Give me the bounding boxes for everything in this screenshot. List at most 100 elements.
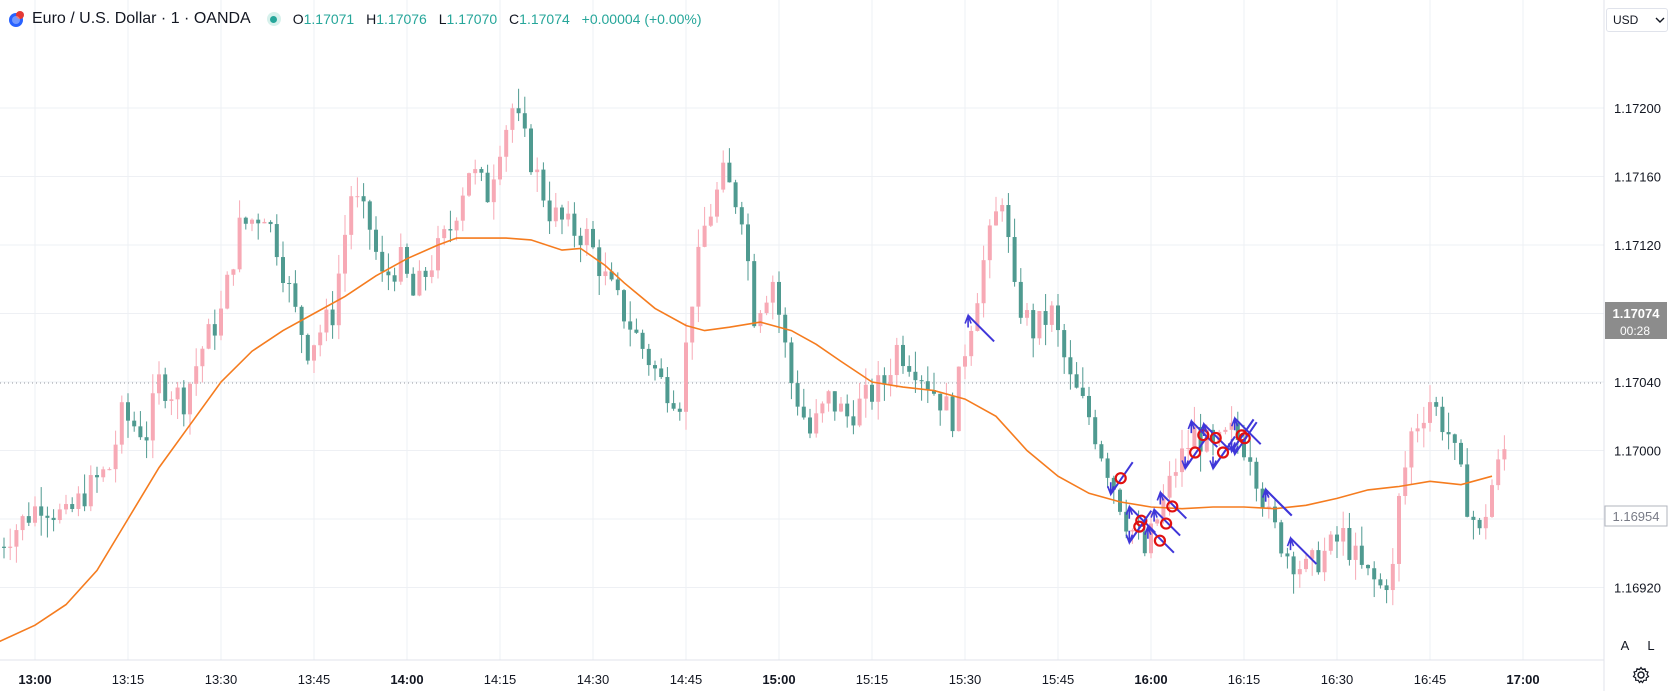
signal-line	[967, 314, 995, 343]
candle-body	[708, 216, 713, 226]
time-tick-label: 14:15	[484, 672, 517, 687]
candle-body	[1273, 506, 1277, 523]
time-tick-label: 15:15	[856, 672, 889, 687]
arrow-down-icon	[1230, 442, 1239, 457]
candle-body	[1229, 422, 1234, 430]
candle-body	[237, 217, 242, 270]
arrow-down-icon	[1106, 482, 1115, 497]
signal-line	[1202, 423, 1231, 451]
candle-body	[1025, 310, 1029, 318]
signal-dot	[1209, 431, 1222, 445]
arrow-up-icon	[1125, 504, 1134, 519]
candle-body	[981, 260, 986, 304]
candle-body	[1347, 528, 1352, 560]
candle-body	[566, 213, 571, 220]
time-tick-label: 15:00	[762, 672, 795, 687]
time-tick-label: 16:45	[1414, 672, 1447, 687]
candle-body	[1062, 330, 1067, 358]
candle-body	[956, 366, 961, 432]
time-tick-label: 13:00	[18, 672, 51, 687]
candle-body	[479, 169, 484, 173]
candle-body	[839, 403, 843, 412]
candle-body	[1304, 558, 1308, 570]
currency-button[interactable]: USD	[1606, 8, 1668, 32]
candle-body	[547, 200, 552, 222]
candle-body	[1452, 434, 1457, 443]
candle-body	[417, 270, 422, 296]
candle-body	[925, 381, 930, 391]
settings-gear-icon[interactable]	[1632, 666, 1650, 684]
candle-body	[330, 309, 335, 326]
candle-body	[126, 402, 130, 421]
candle-body	[343, 234, 347, 274]
log-scale-button[interactable]: L	[1647, 637, 1655, 653]
candle-body	[1403, 467, 1408, 496]
candle-body	[1502, 449, 1507, 460]
candle-body	[1093, 417, 1098, 445]
candle-body	[1043, 311, 1048, 325]
candle-body	[188, 383, 192, 415]
signal-dot	[1153, 534, 1167, 547]
candle-body	[1490, 485, 1494, 517]
time-tick-label: 14:30	[577, 672, 610, 687]
last-price-label: 1.17074 00:28	[1605, 302, 1667, 339]
candle-body	[20, 516, 25, 531]
candle-body	[721, 162, 726, 190]
bar-countdown: 00:28	[1620, 324, 1650, 338]
candle-body	[281, 257, 285, 283]
signal-dot	[1159, 517, 1173, 530]
candle-body	[987, 225, 992, 261]
time-axis: 13:00 13:15 13:30 13:45 14:00 14:15 14:30 14:45…	[18, 672, 1539, 687]
candle-body	[498, 156, 502, 180]
arrow-down-icon	[1125, 530, 1134, 545]
candle-body	[132, 420, 137, 427]
candle-body	[70, 504, 75, 509]
candle-body	[113, 444, 118, 470]
arrow-down-icon	[1209, 456, 1217, 471]
price-tick-label: 1.17200	[1614, 101, 1661, 116]
candle-body	[57, 509, 62, 521]
candle-body	[491, 179, 496, 203]
candle-body	[541, 169, 546, 201]
candle-body	[1192, 427, 1197, 448]
candle-body	[1353, 545, 1358, 560]
arrow-down-icon	[1227, 439, 1236, 454]
candle-body	[287, 282, 292, 284]
time-tick-label: 13:15	[112, 672, 145, 687]
candle-body	[808, 417, 812, 434]
symbol-title[interactable]: Euro / U.S. Dollar · 1 · OANDA	[32, 10, 251, 27]
signal-line	[1184, 435, 1208, 470]
auto-scale-button[interactable]: A	[1620, 637, 1630, 653]
candle-body	[380, 251, 385, 272]
candle-body	[95, 475, 99, 478]
candle-body	[175, 387, 180, 400]
candle-body	[411, 273, 416, 296]
candle-body	[14, 530, 19, 547]
candle-body	[975, 303, 980, 331]
candle-body	[609, 271, 614, 280]
candle-body	[851, 416, 856, 426]
candle-body	[1204, 429, 1209, 452]
candle-body	[560, 207, 564, 220]
candle-body	[1000, 205, 1005, 212]
candle-body	[1124, 511, 1129, 532]
candle-body	[516, 108, 521, 114]
candle-body	[163, 374, 168, 401]
candle-body	[225, 274, 230, 309]
symbol-logo-icon[interactable]	[8, 10, 26, 28]
candle-body	[820, 403, 825, 414]
candle-body	[572, 213, 577, 236]
candle-body	[603, 271, 608, 277]
candle-body	[863, 384, 868, 399]
candle-body	[429, 270, 434, 277]
candle-body	[671, 403, 676, 409]
candle-body	[1384, 585, 1389, 591]
symbol-header: Euro / U.S. Dollar · 1 · OANDA O1.17071 …	[8, 8, 710, 30]
candle-body	[405, 247, 409, 274]
time-tick-label: 13:30	[205, 672, 238, 687]
candle-body	[1149, 523, 1153, 554]
signal-line	[1233, 421, 1258, 455]
candle-body	[535, 169, 540, 173]
price-tick-label: 1.17040	[1614, 375, 1661, 390]
